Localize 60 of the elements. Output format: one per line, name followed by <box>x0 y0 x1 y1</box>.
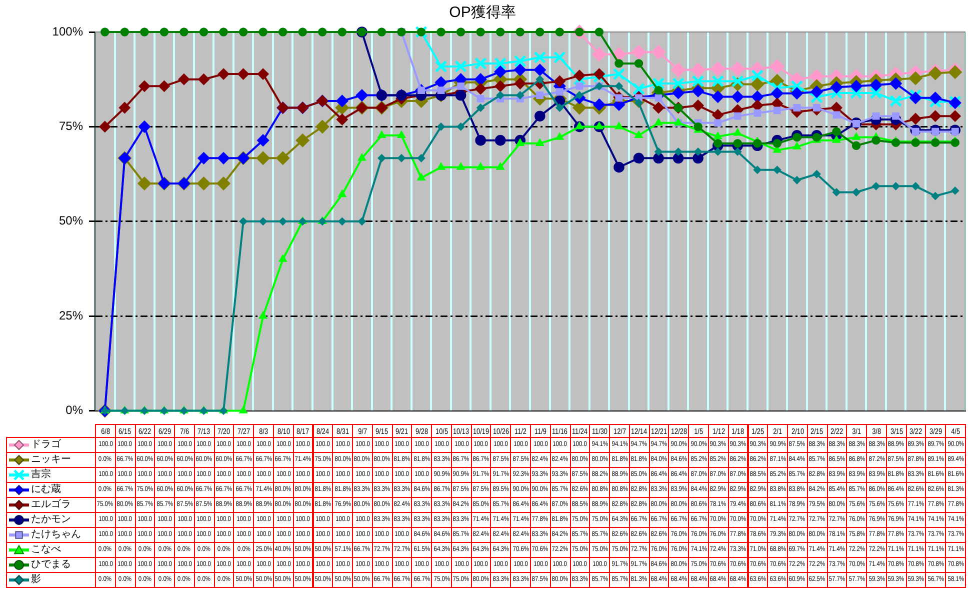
y-tick-label: 25% <box>58 308 84 322</box>
x-tick-label: 11/2 <box>514 426 527 436</box>
x-tick-label: 3/15 <box>890 426 903 436</box>
y-tick-label: 75% <box>58 119 84 134</box>
x-tick-label: 6/15 <box>118 426 132 436</box>
legend-label: ひでまる <box>31 559 71 571</box>
x-tick-label: 8/17 <box>296 426 310 436</box>
y-tick-label: 100% <box>52 24 84 38</box>
x-tick-label: 1/18 <box>732 426 744 436</box>
x-tick-label: 8/3 <box>259 426 268 436</box>
x-tick-label: 2/10 <box>791 426 804 436</box>
x-tick-label: 6/29 <box>158 426 171 436</box>
legend-label: にむ蔵 <box>31 484 61 496</box>
legend-label: たけちゃん <box>31 529 81 541</box>
x-tick-label: 12/28 <box>670 426 687 436</box>
legend-label: 吉宗 <box>31 469 51 481</box>
x-tick-label: 2/22 <box>830 426 844 436</box>
x-tick-label: 11/24 <box>572 426 588 436</box>
x-tick-label: 4/5 <box>951 426 960 436</box>
x-tick-label: 6/22 <box>138 426 152 436</box>
chart-title: OP獲得率 <box>449 4 516 22</box>
x-tick-label: 10/26 <box>492 426 509 436</box>
x-tick-label: 10/5 <box>435 426 448 436</box>
x-tick-label: 7/20 <box>218 426 230 436</box>
x-tick-label: 7/13 <box>198 426 210 436</box>
x-tick-label: 11/9 <box>534 426 546 436</box>
legend-label: こなべ <box>31 544 61 556</box>
x-tick-label: 12/21 <box>651 426 668 436</box>
x-tick-label: 12/14 <box>631 426 648 436</box>
x-tick-label: 3/22 <box>910 426 922 436</box>
y-tick-label: 50% <box>58 214 84 228</box>
x-tick-label: 8/24 <box>316 426 330 436</box>
x-tick-label: 6/8 <box>100 426 110 436</box>
x-tick-label: 8/31 <box>336 426 349 436</box>
x-tick-label: 8/10 <box>277 426 290 436</box>
x-tick-label: 3/29 <box>930 426 942 436</box>
x-tick-label: 10/13 <box>453 426 470 436</box>
legend-label: エルゴラ <box>31 499 71 511</box>
x-tick-label: 12/7 <box>613 426 626 436</box>
x-tick-label: 2/15 <box>810 426 824 436</box>
x-tick-label: 1/12 <box>712 426 725 436</box>
legend-label: ニッキー <box>31 454 71 466</box>
x-tick-label: 11/16 <box>552 426 568 436</box>
x-tick-label: 7/27 <box>238 426 250 436</box>
x-tick-label: 3/1 <box>852 426 862 436</box>
y-tick-label: 0% <box>66 403 84 418</box>
x-tick-label: 3/8 <box>872 426 881 436</box>
x-tick-label: 9/15 <box>376 426 388 436</box>
x-tick-label: 7/6 <box>180 426 189 436</box>
x-tick-label: 9/7 <box>358 426 367 436</box>
x-tick-label: 10/19 <box>473 426 490 436</box>
x-tick-label: 9/28 <box>416 426 428 436</box>
legend-label: ドラゴ <box>31 439 61 451</box>
x-tick-label: 1/5 <box>694 426 703 436</box>
x-tick-label: 1/25 <box>752 426 764 436</box>
legend-label: たかモン <box>31 514 71 526</box>
x-tick-label: 11/30 <box>592 426 608 436</box>
x-tick-label: 2/1 <box>773 426 782 436</box>
legend-label: 影 <box>31 574 41 586</box>
x-tick-label: 9/21 <box>396 426 408 436</box>
